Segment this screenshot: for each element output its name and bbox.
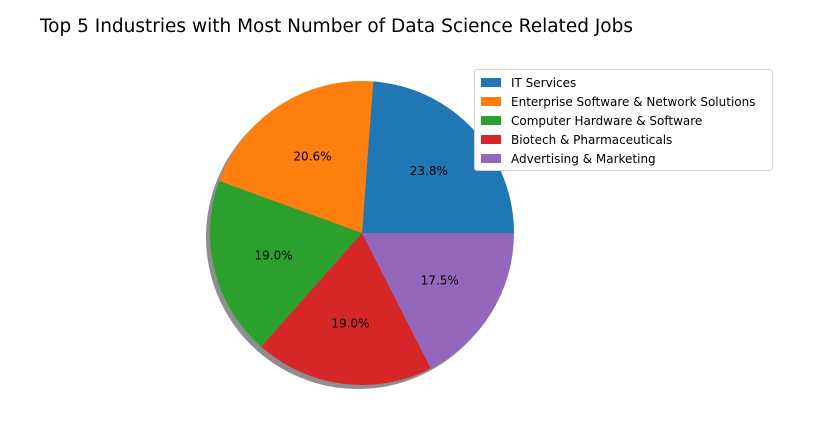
- chart-title: Top 5 Industries with Most Number of Dat…: [40, 16, 633, 37]
- legend-item: Biotech & Pharmaceuticals: [481, 130, 766, 149]
- pie-slice-label: 17.5%: [421, 274, 459, 288]
- legend-item: Enterprise Software & Network Solutions: [481, 92, 766, 111]
- pie-slice-label: 19.0%: [255, 248, 293, 262]
- pie-labels: 23.8% 20.6% 19.0% 19.0% 17.5%: [255, 149, 459, 330]
- legend-item: Computer Hardware & Software: [481, 111, 766, 130]
- legend: IT Services Enterprise Software & Network…: [474, 69, 773, 171]
- pie-slice: [261, 233, 431, 385]
- legend-label: Advertising & Marketing: [511, 151, 656, 166]
- legend-label: IT Services: [511, 75, 577, 90]
- legend-swatch: [481, 116, 501, 125]
- legend-label: Biotech & Pharmaceuticals: [511, 132, 673, 147]
- pie-slice-label: 19.0%: [331, 316, 369, 330]
- legend-label: Enterprise Software & Network Solutions: [511, 94, 756, 109]
- pie-slices: [209, 81, 514, 385]
- pie-slice: [219, 81, 374, 233]
- legend-item: Advertising & Marketing: [481, 149, 766, 168]
- pie-slice-label: 20.6%: [293, 149, 331, 163]
- legend-swatch: [481, 135, 501, 144]
- legend-swatch: [481, 154, 501, 163]
- legend-swatch: [481, 97, 501, 106]
- legend-swatch: [481, 78, 501, 87]
- pie-slice: [209, 181, 362, 347]
- pie-slice-label: 23.8%: [410, 164, 448, 178]
- pie-slice: [362, 81, 514, 233]
- legend-label: Computer Hardware & Software: [511, 113, 703, 128]
- pie-slice: [362, 233, 514, 369]
- legend-item: IT Services: [481, 73, 766, 92]
